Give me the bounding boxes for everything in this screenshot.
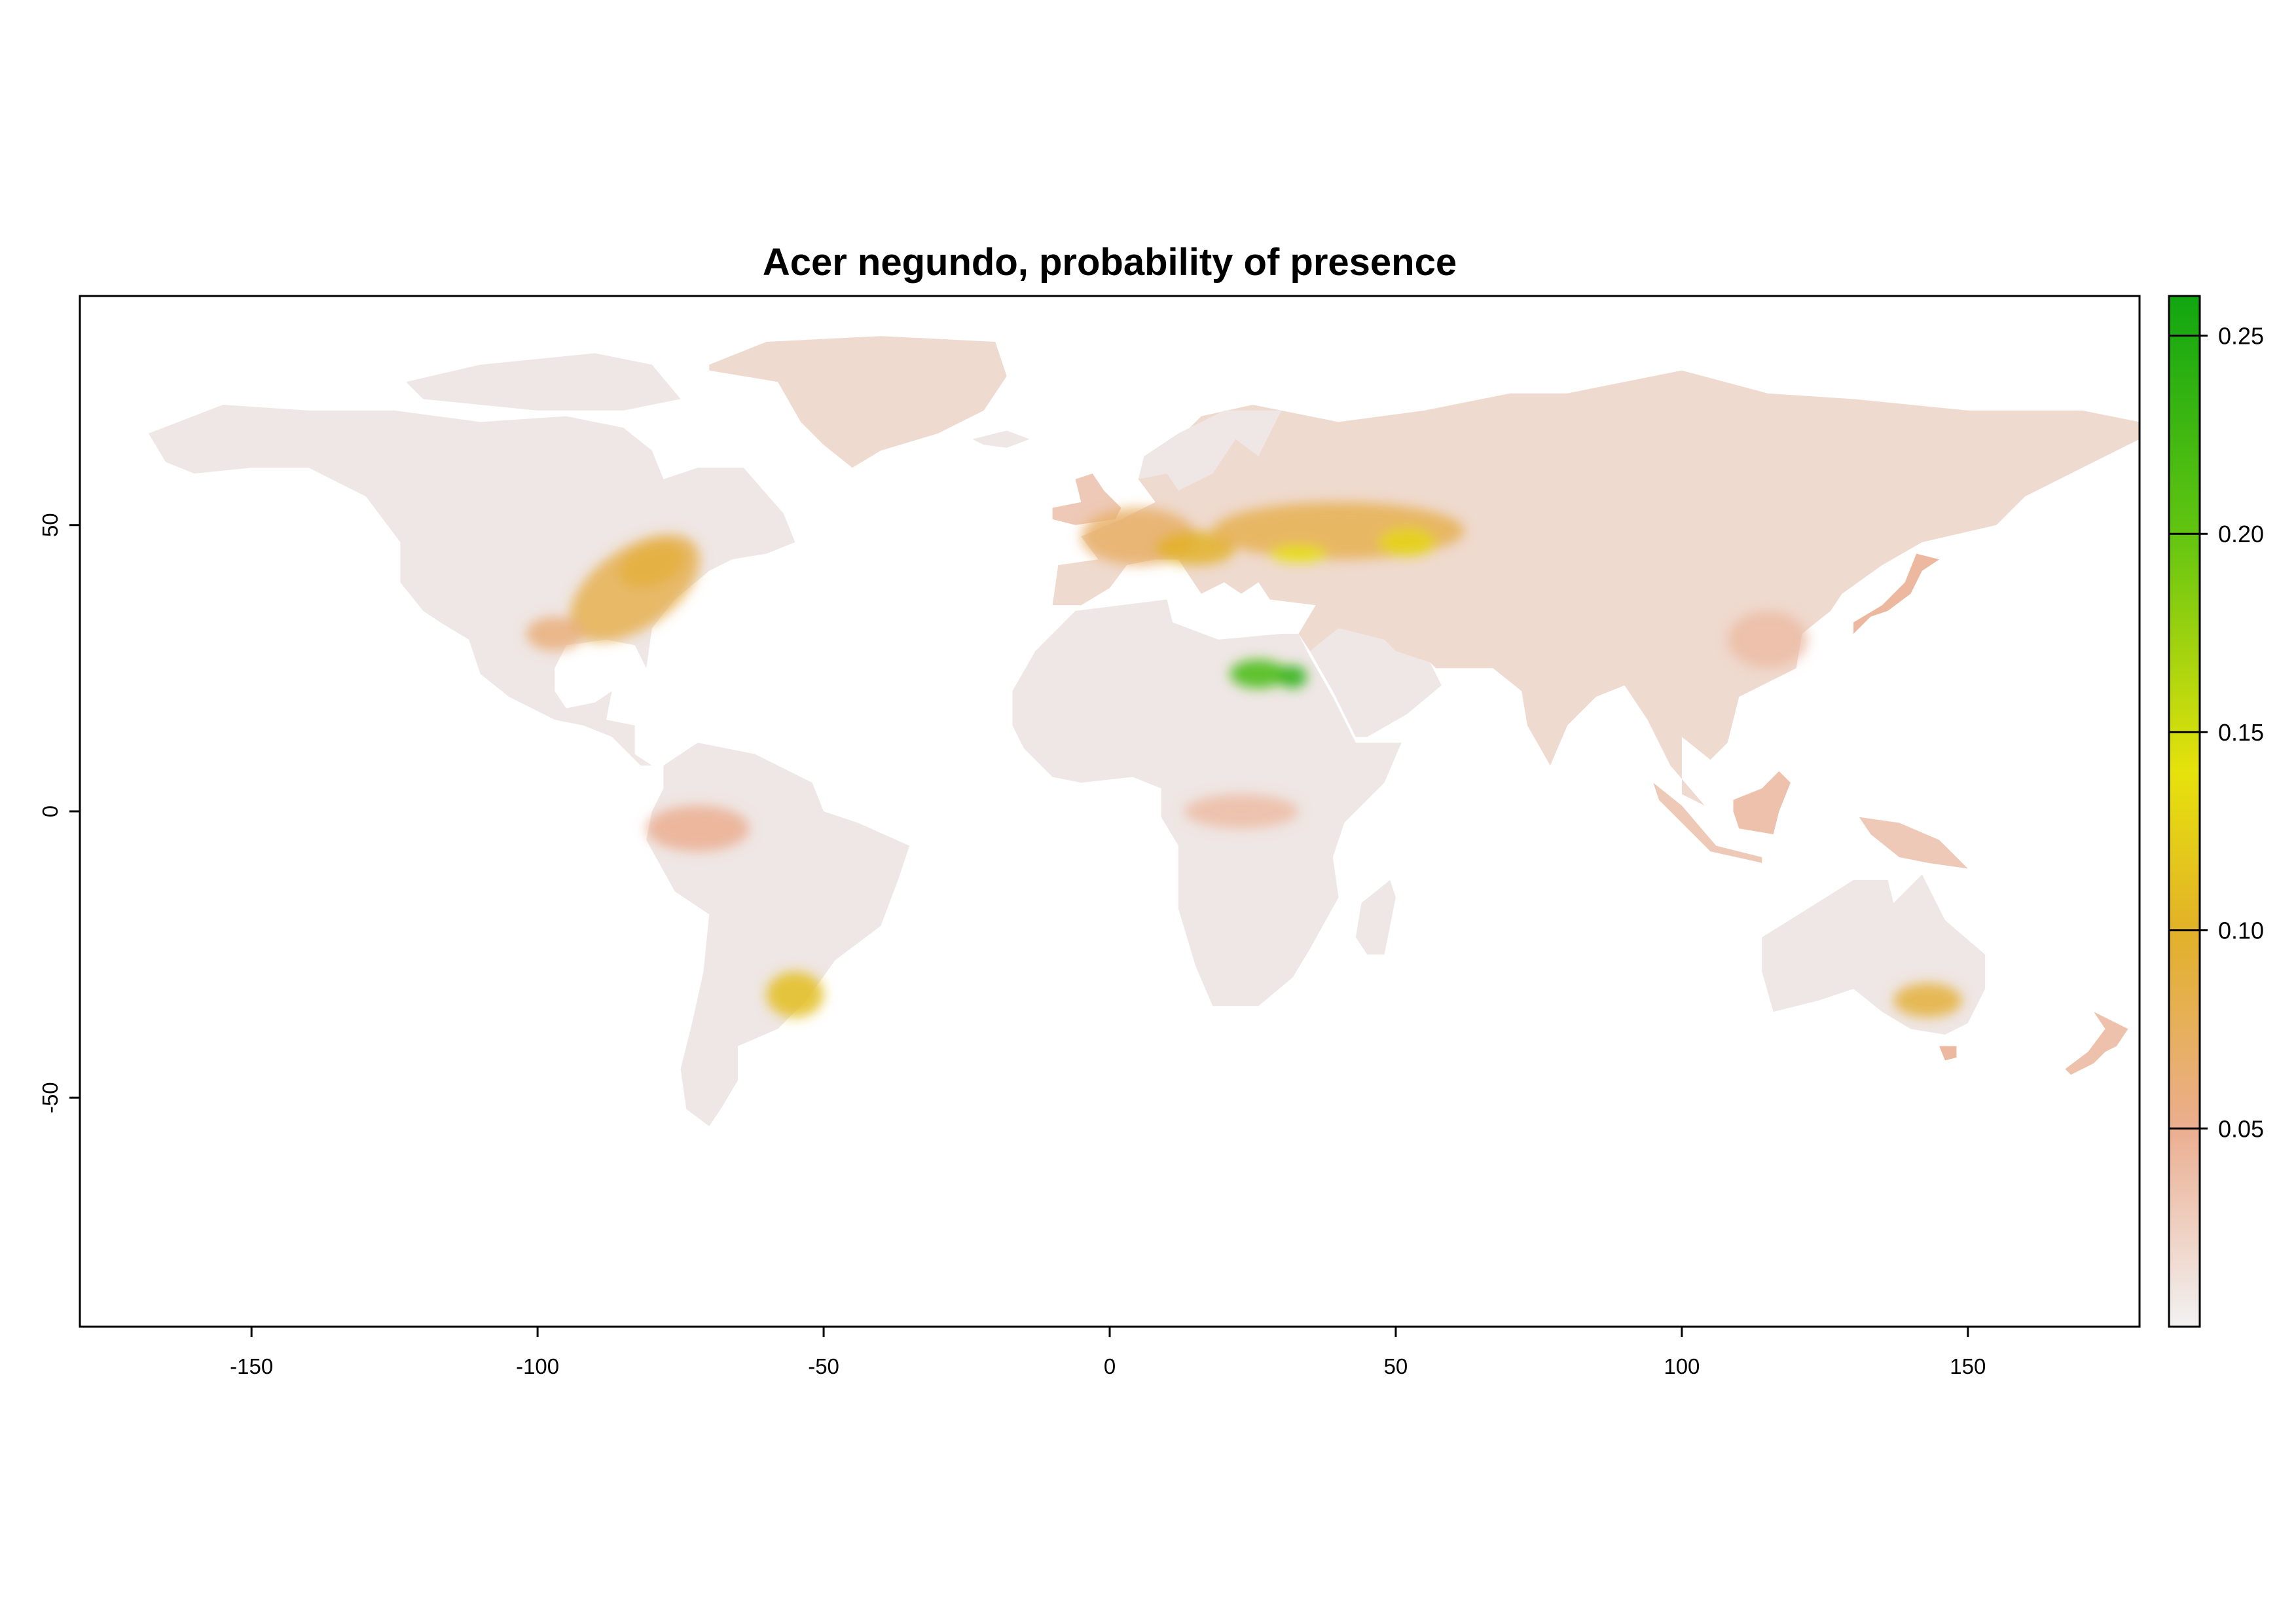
land-region — [1138, 410, 1282, 491]
land-region — [1939, 1046, 1957, 1061]
x-axis: -150 -100 -50 0 50 100 150 — [230, 1325, 1986, 1378]
map-panel — [80, 296, 2140, 1327]
probability-hotspot — [1230, 659, 1287, 688]
legend-colorbar — [2168, 295, 2201, 1328]
map-title: Acer negundo, probability of presence — [763, 241, 1457, 284]
land-region — [406, 353, 681, 411]
land-region — [1853, 553, 1940, 634]
color-legend: 0.05 0.10 0.15 0.20 0.25 — [2168, 295, 2264, 1328]
probability-hotspot — [1184, 794, 1299, 829]
y-tick-label: 0 — [38, 805, 62, 817]
land-region — [1859, 817, 1968, 869]
x-tick-label: 50 — [1384, 1354, 1408, 1378]
x-tick-label: -100 — [516, 1354, 559, 1378]
legend-tick-label: 0.25 — [2218, 323, 2264, 350]
probability-hotspot — [1378, 528, 1436, 557]
probability-hotspot — [1278, 665, 1307, 688]
probability-hotspot — [1893, 983, 1963, 1018]
legend-tick-label: 0.05 — [2218, 1115, 2264, 1142]
legend-tick-label: 0.15 — [2218, 719, 2264, 746]
y-tick-label: 50 — [38, 513, 62, 537]
land-region — [1052, 370, 2140, 806]
land-region — [148, 405, 795, 766]
land-region — [972, 430, 1030, 448]
probability-hotspot — [1269, 545, 1328, 563]
probability-hotspots — [526, 502, 1963, 1018]
land-region — [1355, 879, 1396, 955]
land-region — [1309, 628, 1442, 737]
probability-hotspot — [766, 971, 824, 1018]
probability-hotspot — [1727, 611, 1808, 669]
probability-hotspot — [526, 616, 583, 652]
land-region — [1733, 771, 1791, 834]
legend-ticks: 0.05 0.10 0.15 0.20 0.25 — [2169, 323, 2264, 1142]
probability-hotspot — [619, 543, 685, 587]
x-tick-label: 0 — [1104, 1354, 1116, 1378]
probability-hotspot — [646, 805, 750, 852]
legend-tick-label: 0.20 — [2218, 521, 2264, 547]
land-region — [1052, 473, 1121, 525]
land-region — [2065, 1012, 2128, 1075]
probability-hotspot — [1155, 530, 1236, 565]
land-region — [1653, 783, 1762, 863]
legend-tick-label: 0.10 — [2218, 917, 2264, 944]
x-tick-label: 100 — [1664, 1354, 1700, 1378]
x-tick-label: -150 — [230, 1354, 273, 1378]
x-tick-label: -50 — [808, 1354, 839, 1378]
y-axis: 50 0 -50 — [38, 513, 81, 1113]
x-tick-label: 150 — [1950, 1354, 1986, 1378]
y-tick-label: -50 — [38, 1082, 62, 1113]
land-region — [709, 336, 1007, 468]
